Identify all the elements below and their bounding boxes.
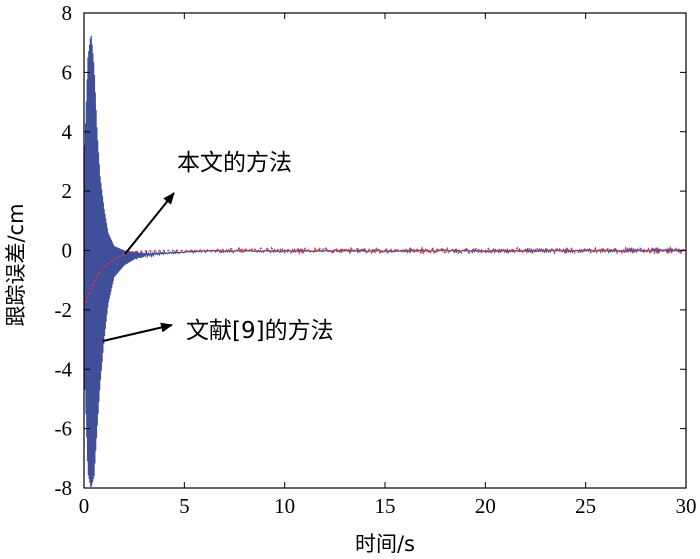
x-tick-label: 25 bbox=[575, 494, 596, 518]
y-tick-label: -4 bbox=[55, 357, 73, 381]
x-tick-label: 5 bbox=[179, 494, 190, 518]
y-tick-label: -8 bbox=[55, 476, 73, 500]
y-tick-label: 0 bbox=[62, 239, 73, 263]
y-tick-label: -2 bbox=[55, 298, 73, 322]
x-tick-label: 15 bbox=[375, 494, 396, 518]
annotation-label-proposed: 本文的方法 bbox=[177, 150, 292, 176]
x-tick-label: 30 bbox=[676, 494, 697, 518]
y-tick-label: 4 bbox=[62, 120, 73, 144]
x-axis-title: 时间/s bbox=[355, 532, 415, 556]
annotation-label-ref9: 文献[9]的方法 bbox=[186, 318, 334, 344]
y-tick-label: 2 bbox=[62, 179, 73, 203]
axis-ticks: 0 5 10 15 20 25 30 -8 -6 -4 -2 0 2 4 6 8 bbox=[55, 1, 697, 518]
series-layer bbox=[84, 35, 686, 488]
y-tick-label: -6 bbox=[55, 417, 73, 441]
x-tick-label: 0 bbox=[79, 494, 90, 518]
x-tick-label: 10 bbox=[274, 494, 295, 518]
y-axis-title: 跟踪误差/cm bbox=[4, 203, 28, 326]
x-tick-label: 20 bbox=[475, 494, 496, 518]
series-ref9-line bbox=[84, 35, 686, 488]
y-tick-label: 6 bbox=[62, 60, 73, 84]
y-tick-label: 8 bbox=[62, 1, 73, 25]
series-proposed-line bbox=[84, 245, 686, 308]
annotation-arrow-ref9 bbox=[102, 322, 173, 342]
annotation-arrow-proposed bbox=[124, 192, 175, 255]
